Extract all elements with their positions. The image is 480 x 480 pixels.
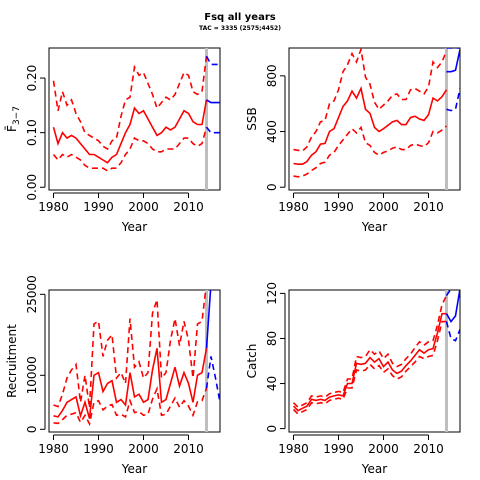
recruitment-history-median-line	[53, 348, 208, 419]
recruitment-y-tick-label: 25000	[25, 275, 39, 313]
recruitment-x-tick-label: 1980	[38, 442, 69, 456]
recruitment-y-axis-label: Recruitment	[5, 324, 19, 398]
recruitment-y-tick-label: 10000	[25, 356, 39, 394]
catch-forecast-lower-line	[445, 321, 460, 342]
ssb-history-lower-line	[293, 125, 448, 178]
fbar-forecast-upper-line	[205, 55, 220, 66]
catch-forecast-upper-line	[445, 290, 452, 297]
ssb-y-axis-label: SSB	[245, 107, 259, 130]
ssb-plot-frame	[288, 47, 461, 191]
fbar-plot-frame	[48, 47, 221, 191]
catch-y-axis-label: Catch	[245, 344, 259, 379]
recruitment-forecast-median-line	[205, 290, 212, 349]
ssb-x-tick-label: 2010	[413, 200, 444, 214]
ssb-history-upper-line	[293, 48, 448, 152]
catch-x-tick-label: 1980	[278, 442, 309, 456]
recruitment-x-tick-label: 2010	[173, 442, 204, 456]
recruitment-history-lower-line	[53, 386, 208, 427]
recruitment-panel: 1980 1990 2000 2010 Year 0 10000 25000 Recruitme…	[5, 275, 221, 476]
fbar-y-axis-label-subscript: 3−7	[12, 106, 22, 125]
ssb-x-tick-label: 2000	[368, 200, 399, 214]
recruitment-x-tick-label: 2000	[128, 442, 159, 456]
catch-x-tick-label: 1990	[323, 442, 354, 456]
catch-plot-frame	[288, 289, 461, 433]
fbar-x-tick-label: 1980	[38, 200, 69, 214]
ssb-forecast-median-line	[446, 49, 460, 73]
catch-y-tick-label: 120	[265, 282, 279, 305]
catch-y-tick-label: 80	[265, 331, 279, 346]
catch-x-tick-label: 2010	[413, 442, 444, 456]
catch-history-median-line	[292, 312, 447, 412]
fbar-x-axis-label: Year	[121, 220, 147, 234]
recruitment-y-tick-label: 0	[25, 425, 39, 433]
fbar-panel: 1980 1990 2000 2010 Year 0.00 0.10 0.20F̄3−7	[5, 47, 221, 234]
catch-forecast-median-line	[445, 290, 460, 324]
ssb-history-median-line	[293, 85, 448, 165]
ssb-y-tick-label: 400	[265, 120, 279, 143]
ssb-y-tick-label: 800	[265, 64, 279, 87]
ssb-x-axis-label: Year	[361, 220, 387, 234]
recruitment-history-upper-line	[53, 290, 207, 408]
catch-panel: 1980 1990 2000 2010 Year 0 40 80 120 Catch	[245, 282, 461, 476]
catch-x-axis-label: Year	[361, 462, 387, 476]
ssb-x-tick-label: 1980	[278, 200, 309, 214]
recruitment-x-tick-label: 1990	[83, 442, 114, 456]
fbar-forecast-lower-line	[205, 126, 220, 134]
figure-subtitle: TAC = 3335 (2575;4452)	[199, 25, 281, 32]
ssb-panel: 1980 1990 2000 2010 Year 0 400 800 SSB	[245, 47, 461, 234]
fbar-y-tick-label: 0.00	[25, 174, 39, 201]
fbar-y-tick-label: 0.10	[25, 119, 39, 146]
fbar-x-tick-label: 1990	[83, 200, 114, 214]
catch-history-upper-line	[292, 295, 448, 409]
catch-y-tick-label: 40	[265, 376, 279, 391]
recruitment-plot-frame	[48, 289, 221, 433]
fbar-x-tick-label: 2000	[128, 200, 159, 214]
catch-history-lower-line	[292, 320, 447, 415]
ssb-x-tick-label: 1990	[323, 200, 354, 214]
recruitment-x-axis-label: Year	[121, 462, 147, 476]
fbar-x-tick-label: 2010	[173, 200, 204, 214]
fbar-history-median-line	[52, 99, 208, 164]
ssb-forecast-lower-line	[446, 88, 460, 112]
fbar-y-axis-label: F̄3−7	[5, 106, 22, 132]
recruitment-forecast-lower-line	[205, 356, 220, 403]
fbar-history-lower-line	[52, 126, 208, 172]
figure-title: Fsq all years	[204, 12, 275, 23]
fbar-y-tick-label: 0.20	[25, 65, 39, 92]
fbar-forecast-median-line	[206, 99, 220, 104]
fbar-history-upper-line	[52, 56, 208, 151]
catch-y-tick-label: 0	[265, 425, 279, 433]
catch-x-tick-label: 2000	[368, 442, 399, 456]
ssb-y-tick-label: 0	[265, 183, 279, 191]
